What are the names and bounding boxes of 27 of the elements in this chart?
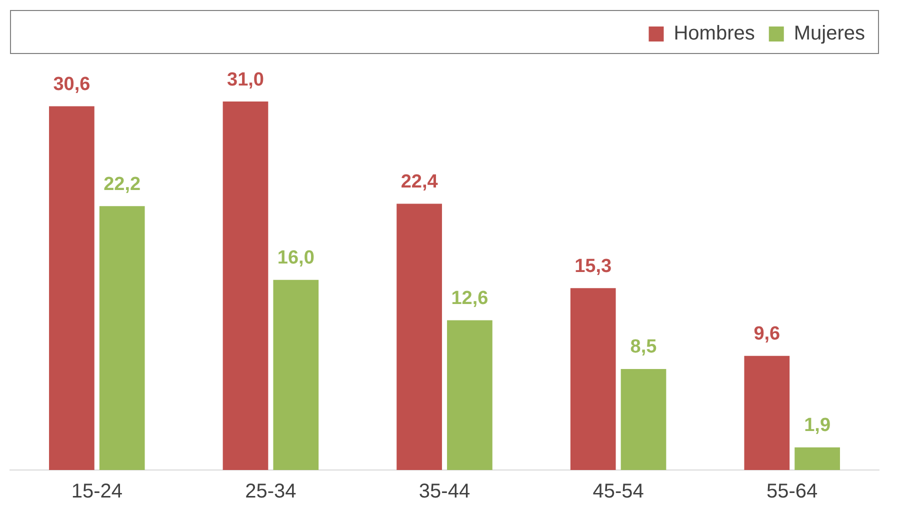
data-label: 12,6 <box>451 288 488 309</box>
data-label: 16,0 <box>277 248 314 269</box>
legend-label: Mujeres <box>794 22 866 45</box>
data-label: 9,6 <box>754 324 780 345</box>
bar <box>620 368 666 470</box>
x-tick-label: 35-44 <box>418 480 470 503</box>
data-label: 1,9 <box>804 415 831 436</box>
x-tick-label: 25-34 <box>245 480 296 503</box>
data-label: 22,4 <box>400 171 438 192</box>
bar <box>222 102 268 470</box>
data-label: 8,5 <box>630 336 658 358</box>
data-label: 15,3 <box>574 256 612 277</box>
x-tick-label: 55-64 <box>766 480 818 503</box>
bar <box>447 320 492 470</box>
bar <box>49 106 94 470</box>
x-tick-label: 45-54 <box>592 480 644 503</box>
bar <box>744 356 790 470</box>
x-tick-label: 15-24 <box>71 480 122 503</box>
bar <box>273 280 319 470</box>
data-label: 30,6 <box>53 74 90 96</box>
data-label: 31,0 <box>227 69 264 90</box>
bar <box>99 206 145 470</box>
bar <box>794 447 840 470</box>
bar <box>396 204 442 470</box>
bar <box>570 288 616 470</box>
data-label: 22,2 <box>104 174 141 195</box>
legend-label: Hombres <box>674 22 755 45</box>
